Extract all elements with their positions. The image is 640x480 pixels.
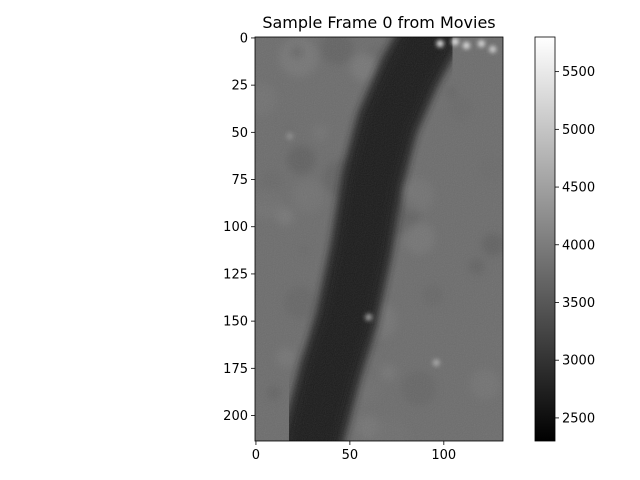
- x-tick-label: 100: [431, 448, 456, 463]
- x-tick-label: 0: [252, 448, 260, 463]
- y-tick-label: 200: [223, 409, 248, 424]
- y-tick-label: 75: [231, 173, 248, 188]
- y-tick-label: 0: [240, 31, 248, 46]
- x-tick-label: 50: [342, 448, 359, 463]
- y-axis: 0 25 50 75 100 125 150 175 200: [223, 31, 255, 424]
- chart-title: Sample Frame 0 from Movies: [262, 13, 495, 32]
- y-tick-label: 150: [223, 315, 248, 330]
- colorbar: 2500 3000 3500 4000 4500 5000 5500: [534, 36, 595, 442]
- colorbar-tick-label: 4500: [562, 181, 595, 196]
- colorbar-gradient: [535, 37, 555, 441]
- colorbar-tick-label: 3000: [562, 354, 595, 369]
- colorbar-tick-label: 2500: [562, 411, 595, 426]
- image-frame: [254, 36, 504, 442]
- y-tick-label: 175: [223, 362, 248, 377]
- colorbar-tick-label: 3500: [562, 296, 595, 311]
- y-tick-label: 125: [223, 267, 248, 282]
- colorbar-tick-label: 5000: [562, 123, 595, 138]
- colorbar-frame: [534, 36, 556, 442]
- colorbar-tick-label: 5500: [562, 65, 595, 80]
- colorbar-tick-label: 4000: [562, 238, 595, 253]
- x-axis: 0 50 100: [252, 441, 456, 463]
- y-tick-label: 25: [231, 79, 248, 94]
- y-tick-label: 100: [223, 220, 248, 235]
- colorbar-axis: 2500 3000 3500 4000 4500 5000 5500: [555, 65, 595, 426]
- heatmap-image: [255, 37, 503, 441]
- y-tick-label: 50: [231, 126, 248, 141]
- image-grain: [255, 37, 503, 441]
